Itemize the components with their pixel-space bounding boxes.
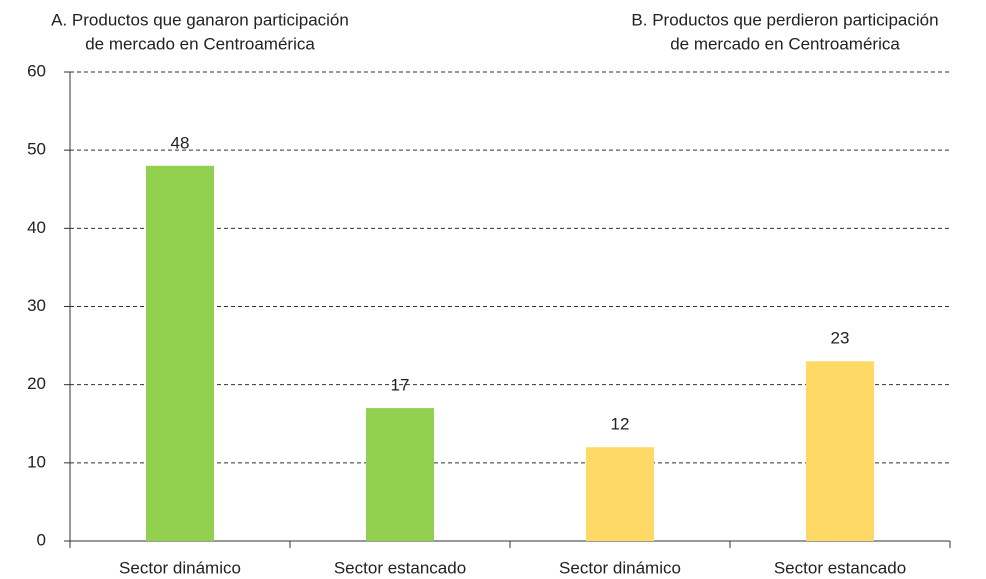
- group-title: de mercado en Centroamérica: [85, 34, 315, 53]
- bar: [146, 165, 214, 542]
- group-title: A. Productos que ganaron participación: [51, 10, 349, 29]
- y-tick-label: 60: [27, 61, 46, 80]
- y-tick-label: 30: [27, 296, 46, 315]
- x-tick-label: Sector dinámico: [119, 558, 241, 577]
- x-tick-label: Sector estancado: [774, 558, 906, 577]
- data-label: 48: [171, 133, 190, 152]
- bar: [366, 408, 434, 541]
- y-tick-label: 50: [27, 140, 46, 159]
- group-title: de mercado en Centroamérica: [670, 34, 900, 53]
- bar: [806, 361, 874, 541]
- y-tick-label: 20: [27, 374, 46, 393]
- y-tick-label: 10: [27, 452, 46, 471]
- data-label: 23: [831, 329, 850, 348]
- group-title: B. Productos que perdieron participación: [631, 10, 938, 29]
- bar: [586, 447, 654, 541]
- x-tick-label: Sector dinámico: [559, 558, 681, 577]
- data-label: 12: [611, 415, 630, 434]
- data-label: 17: [391, 376, 410, 395]
- y-tick-label: 0: [37, 530, 46, 549]
- x-tick-label: Sector estancado: [334, 558, 466, 577]
- y-tick-label: 40: [27, 218, 46, 237]
